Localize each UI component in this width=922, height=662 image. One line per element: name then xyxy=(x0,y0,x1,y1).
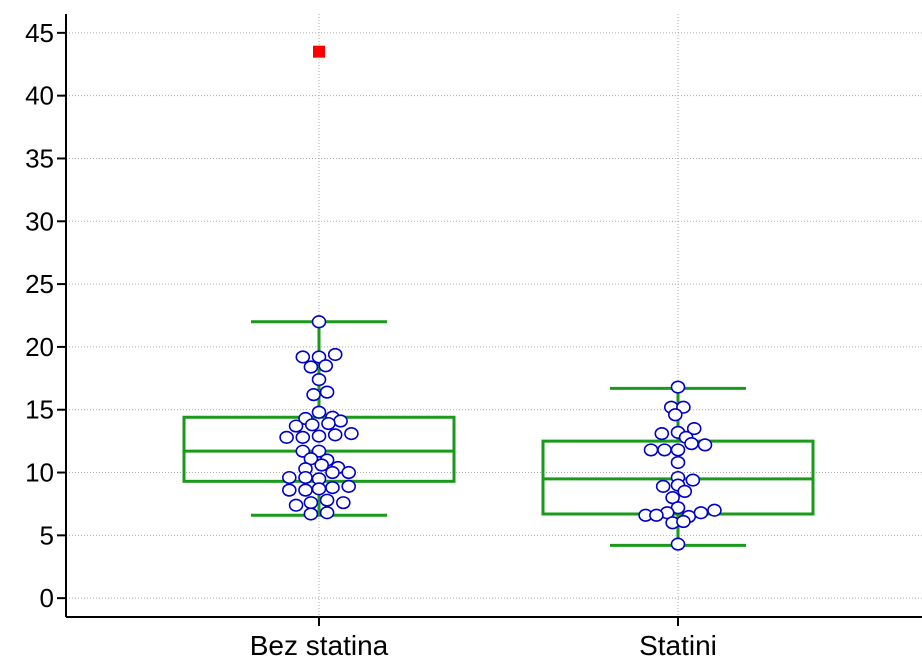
data-point xyxy=(335,496,351,510)
data-point xyxy=(303,507,319,521)
y-tick-label: 5 xyxy=(40,520,54,550)
data-point xyxy=(707,503,722,517)
data-point xyxy=(667,408,683,422)
axis-layer: 0 5 10 15 20 25 30 35 40 45 Bez statina Statini xyxy=(25,14,922,661)
y-tick-label: 40 xyxy=(25,81,54,111)
data-point xyxy=(670,443,686,457)
y-tick-label: 35 xyxy=(25,143,54,173)
data-point xyxy=(311,405,327,419)
data-point xyxy=(304,418,320,432)
outlier-point xyxy=(313,45,325,58)
data-point xyxy=(657,443,672,457)
data-point xyxy=(288,498,304,512)
x-category-label: Statini xyxy=(639,630,717,661)
y-tick-label: 10 xyxy=(25,458,54,488)
data-point xyxy=(311,429,327,443)
data-point xyxy=(298,470,313,485)
data-point xyxy=(677,484,693,498)
data-point xyxy=(321,416,336,431)
data-point xyxy=(327,347,343,362)
data-point xyxy=(318,359,334,373)
data-point xyxy=(693,506,709,520)
data-point xyxy=(325,465,340,480)
y-tick-label: 20 xyxy=(25,332,54,362)
y-tick-label: 25 xyxy=(25,269,54,299)
data-point xyxy=(670,380,686,394)
grid-layer xyxy=(66,14,922,617)
data-point xyxy=(333,414,348,428)
data-point xyxy=(341,479,357,493)
x-category-label: Bez statina xyxy=(250,630,389,661)
data-point xyxy=(279,430,294,444)
data-point xyxy=(311,350,327,364)
y-tick-label: 15 xyxy=(25,395,54,425)
data-point xyxy=(643,443,659,457)
data-point xyxy=(319,506,335,520)
data-point xyxy=(298,483,313,497)
data-point xyxy=(288,419,304,433)
data-point xyxy=(319,493,335,507)
data-point xyxy=(655,479,671,493)
data-point xyxy=(311,372,327,387)
y-tick-label: 30 xyxy=(25,206,54,236)
data-point xyxy=(295,350,311,364)
data-point xyxy=(686,421,702,436)
data-point xyxy=(303,360,319,374)
data-point xyxy=(341,465,357,480)
data-point xyxy=(306,388,321,402)
point-layer xyxy=(279,45,722,551)
data-point xyxy=(281,470,297,485)
data-point xyxy=(303,496,319,510)
data-point xyxy=(670,455,686,470)
data-point xyxy=(281,483,297,497)
data-point xyxy=(325,481,340,495)
data-point xyxy=(344,426,359,441)
data-point xyxy=(684,437,699,451)
data-point xyxy=(676,514,691,529)
data-point xyxy=(654,426,670,441)
y-tick-label: 45 xyxy=(25,18,54,48)
data-point xyxy=(697,438,713,452)
data-point xyxy=(319,385,335,399)
data-point xyxy=(314,458,330,472)
y-tick-label: 0 xyxy=(40,583,54,613)
data-point xyxy=(295,430,311,444)
data-point xyxy=(685,473,701,487)
data-point xyxy=(311,315,327,329)
data-point xyxy=(311,482,327,496)
data-point xyxy=(327,428,343,442)
data-point xyxy=(649,508,664,522)
data-point xyxy=(670,537,686,551)
